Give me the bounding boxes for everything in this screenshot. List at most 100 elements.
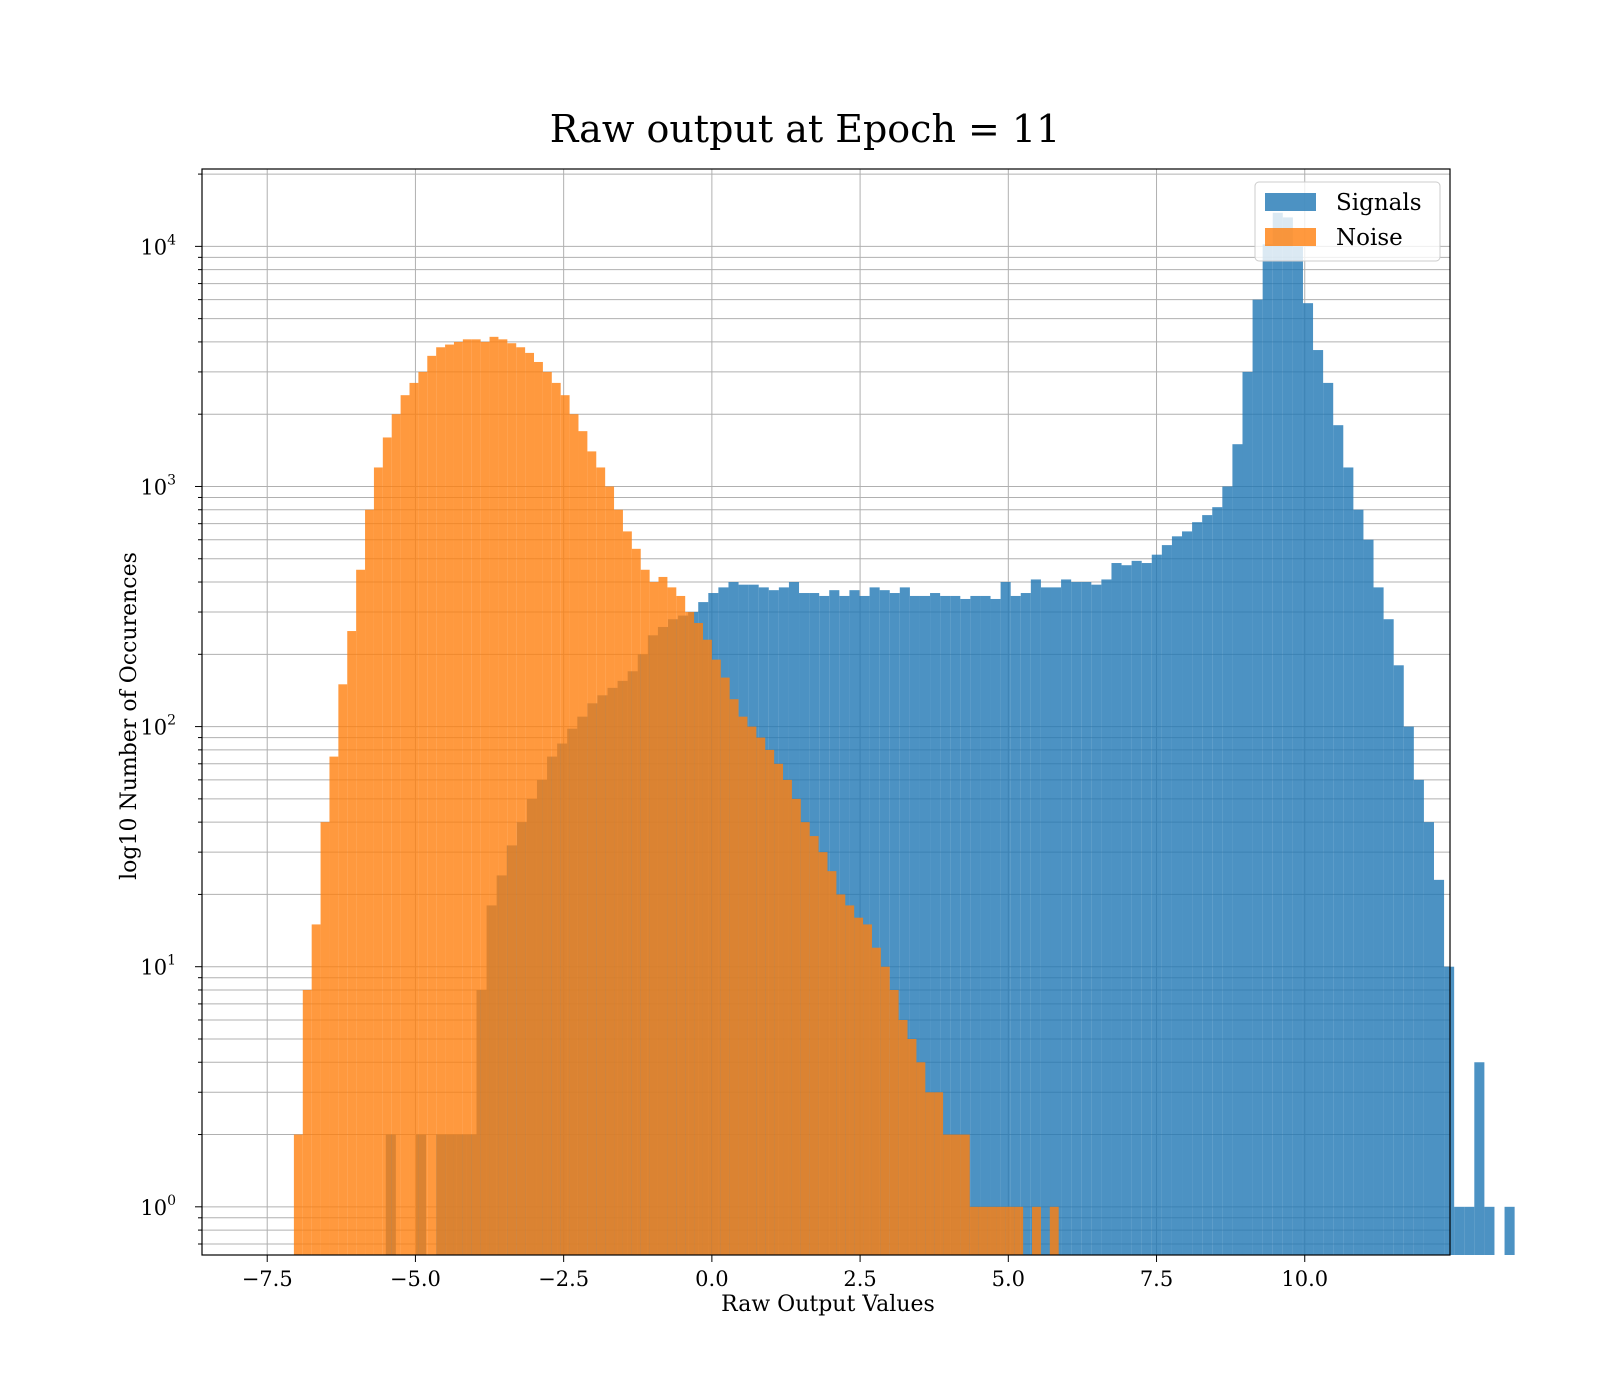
histogram-bar <box>1353 509 1364 1256</box>
histogram-bar <box>934 1092 944 1255</box>
histogram-bar <box>293 1134 303 1255</box>
histogram-bar <box>990 598 1001 1255</box>
histogram-bar <box>373 467 383 1255</box>
histogram-bar <box>909 595 920 1255</box>
histogram-bar <box>863 924 872 1255</box>
histogram-bar <box>649 582 659 1255</box>
histogram-bar <box>462 339 472 1255</box>
histogram-bar <box>1050 587 1062 1255</box>
histogram-bar <box>1141 563 1152 1255</box>
histogram-bar <box>1014 1206 1024 1255</box>
histogram-bar <box>1403 726 1414 1255</box>
histogram-bar <box>622 531 632 1255</box>
histogram-bar <box>1121 565 1132 1255</box>
histogram-bars <box>293 212 1515 1256</box>
histogram-bar <box>560 395 570 1255</box>
histogram-bar <box>1323 382 1334 1255</box>
histogram-bar <box>809 836 819 1255</box>
histogram-bar <box>969 1206 979 1255</box>
histogram-bar <box>1373 587 1384 1255</box>
histogram-bar <box>569 414 579 1255</box>
histogram-bar <box>836 894 846 1255</box>
histogram-bar <box>507 343 517 1255</box>
histogram-bar <box>879 590 890 1255</box>
histogram-bar <box>534 361 543 1255</box>
histogram-bar <box>729 699 739 1255</box>
histogram-bar <box>845 905 855 1255</box>
histogram-bar <box>1049 1206 1059 1255</box>
histogram-bar <box>1171 536 1183 1255</box>
histogram-bar <box>400 395 410 1255</box>
histogram-bar <box>1202 515 1213 1255</box>
histogram-bar <box>960 1134 970 1255</box>
histogram-bar <box>871 947 881 1255</box>
histogram-bar <box>1010 595 1021 1255</box>
histogram-bar <box>1040 587 1051 1255</box>
legend-swatch-noise <box>1265 228 1316 246</box>
histogram-bar <box>987 1206 997 1255</box>
histogram-bar <box>667 587 677 1255</box>
y-tick-label: 102 <box>140 713 176 740</box>
y-tick-label: 100 <box>140 1193 176 1220</box>
histogram-bar <box>676 595 686 1255</box>
histogram-bar <box>1131 560 1142 1255</box>
histogram-bar <box>898 1019 908 1255</box>
histogram-bar <box>907 1038 917 1255</box>
histogram-bar <box>694 623 703 1255</box>
histogram-bar <box>1282 217 1293 1255</box>
histogram-bar <box>1262 244 1273 1255</box>
histogram-bar <box>916 1062 926 1255</box>
histogram-bar <box>800 822 810 1255</box>
histogram-bar <box>1182 531 1193 1255</box>
histogram-bar <box>436 347 446 1255</box>
y-tick-label: 103 <box>140 472 176 499</box>
histogram-bar <box>605 486 615 1256</box>
x-tick-label: −7.5 <box>242 1267 293 1291</box>
histogram-bar <box>996 1206 1006 1255</box>
histogram-bar <box>1091 584 1102 1255</box>
histogram-bar <box>1413 779 1424 1255</box>
y-tick-label: 104 <box>140 232 176 259</box>
histogram-bar <box>542 371 552 1255</box>
histogram-bar <box>1343 467 1354 1255</box>
histogram-bar <box>1292 246 1303 1255</box>
histogram-bar <box>702 639 712 1255</box>
histogram-bar <box>516 347 526 1255</box>
histogram-bar <box>596 467 606 1255</box>
x-tick-label: 10.0 <box>1281 1267 1328 1291</box>
histogram-bar <box>960 598 971 1255</box>
histogram-bar <box>880 966 890 1255</box>
histogram-bar <box>940 595 951 1255</box>
histogram-bar <box>338 684 348 1255</box>
legend: Signals Noise <box>1254 181 1441 262</box>
histogram-bar <box>347 631 357 1255</box>
histogram-bar <box>1484 1206 1495 1255</box>
histogram-bar <box>685 612 695 1255</box>
histogram-bar <box>1071 582 1082 1255</box>
histogram-bar <box>614 509 623 1256</box>
histogram-bar <box>1000 582 1011 1255</box>
histogram-bar <box>1302 303 1314 1255</box>
histogram-bar <box>720 677 730 1255</box>
histogram-bar <box>1252 299 1263 1255</box>
histogram-bar <box>1313 350 1324 1256</box>
histogram-bar <box>631 548 641 1255</box>
legend-swatch-signals <box>1265 193 1316 211</box>
y-tick-label: 101 <box>140 953 176 980</box>
histogram-bar <box>951 1134 961 1255</box>
histogram-bar <box>818 852 828 1255</box>
histogram-bar <box>1433 879 1445 1255</box>
histogram-bar <box>1212 507 1223 1255</box>
histogram-bar <box>943 1134 952 1255</box>
histogram-bar <box>489 336 499 1255</box>
histogram-bar <box>1005 1206 1015 1255</box>
histogram-bar <box>1020 593 1031 1255</box>
x-tick-label: 0.0 <box>695 1267 728 1291</box>
histogram-bar <box>658 576 668 1255</box>
histogram-bar <box>1222 486 1233 1256</box>
histogram-bar <box>578 431 588 1255</box>
histogram-bar <box>919 595 931 1255</box>
histogram-bar <box>1081 582 1092 1255</box>
plot-frame <box>201 168 1451 1256</box>
